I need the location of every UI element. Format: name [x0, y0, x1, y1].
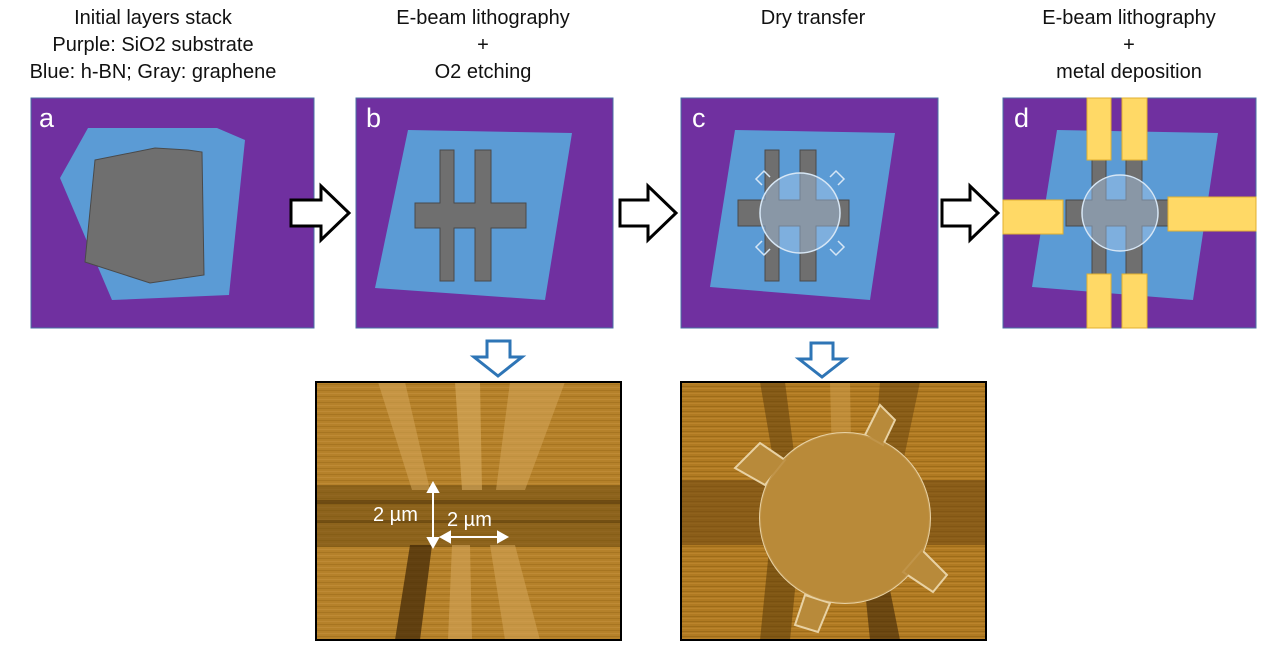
- caption-line: Initial layers stack: [74, 7, 232, 29]
- top-hbn-disk: [1081, 174, 1159, 252]
- caption-line: Blue: h-BN; Gray: graphene: [29, 61, 277, 83]
- arrow-right-icon: [940, 182, 1001, 244]
- top-hbn-disk: [754, 169, 846, 257]
- panel-label-b: b: [366, 103, 381, 133]
- panel-label-c: c: [692, 103, 706, 133]
- panel-b: b: [355, 97, 614, 329]
- arrow-right-icon: [289, 182, 352, 244]
- panel-a: a: [30, 97, 315, 329]
- panel-d: d: [1002, 97, 1257, 329]
- panel-label-a: a: [39, 103, 55, 133]
- hall-bar: [737, 149, 850, 282]
- contact-top-left: [1086, 97, 1112, 161]
- arrow-down-icon: [794, 341, 850, 379]
- caption-step-b: E-beam lithography + O2 etching: [323, 5, 643, 86]
- graphene-flake: [84, 147, 205, 284]
- caption-line: E-beam lithography: [396, 7, 570, 29]
- scale-label-vertical: 2 µm: [373, 504, 418, 526]
- scale-label-horizontal: 2 µm: [447, 509, 492, 531]
- contact-bottom-left: [1086, 273, 1112, 329]
- caption-line: O2 etching: [434, 61, 532, 83]
- afm-image-c: [680, 381, 987, 641]
- process-arrows: [289, 182, 1001, 244]
- caption-step-c: Dry transfer: [653, 5, 973, 32]
- arrow-right-icon: [618, 182, 679, 244]
- panel-label-d: d: [1014, 103, 1029, 133]
- caption-line: +: [477, 34, 489, 56]
- caption-line: +: [1123, 34, 1135, 56]
- caption-line: Purple: SiO2 substrate: [52, 34, 254, 56]
- down-arrows: [469, 339, 850, 379]
- caption-line: Dry transfer: [760, 7, 866, 29]
- afm-image-b: 2 µm 2 µm: [315, 381, 622, 641]
- caption-step-a: Initial layers stack Purple: SiO2 substr…: [0, 5, 313, 86]
- scale-bars: [426, 480, 510, 550]
- caption-line: E-beam lithography: [1042, 7, 1216, 29]
- caption-step-d: E-beam lithography + metal deposition: [969, 5, 1263, 86]
- panel-c: c: [680, 97, 939, 329]
- contact-right: [1167, 196, 1257, 232]
- metal-contacts: [1002, 97, 1257, 329]
- contact-top-right: [1121, 97, 1148, 161]
- contact-bottom-right: [1121, 273, 1148, 329]
- caption-line: metal deposition: [1056, 61, 1202, 83]
- hall-bar: [414, 149, 527, 282]
- arrow-down-icon: [469, 339, 527, 378]
- contact-left: [1002, 199, 1064, 235]
